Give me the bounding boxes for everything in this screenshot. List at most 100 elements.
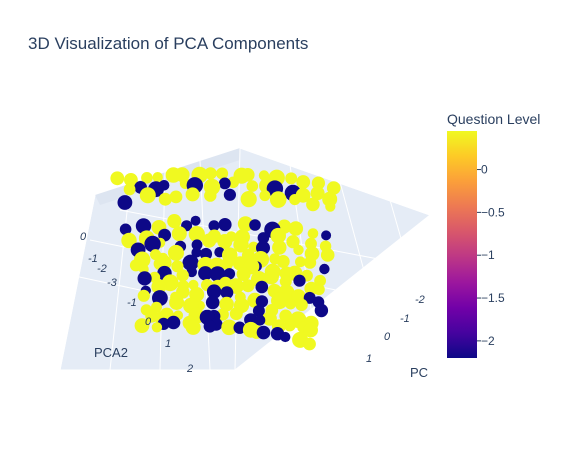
- scatter-point: [241, 279, 255, 293]
- scatter-point: [121, 232, 137, 249]
- scatter-point: [256, 325, 271, 340]
- scatter-point: [204, 189, 217, 202]
- scatter-point: [288, 221, 304, 236]
- scatter-point: [141, 172, 153, 184]
- scatter-point: [169, 190, 183, 204]
- scatter-point: [314, 303, 329, 318]
- scatter-point: [185, 319, 201, 335]
- scatter-point: [134, 318, 150, 333]
- scatter-point: [270, 227, 287, 244]
- y-tick-label: -1: [127, 297, 137, 309]
- scatter-point: [169, 295, 185, 310]
- scatter-point: [205, 295, 220, 310]
- scatter-point: [186, 266, 197, 278]
- scatter-point: [233, 321, 246, 334]
- scatter-point: [303, 322, 319, 338]
- colorbar-gradient: [447, 131, 477, 358]
- colorbar-tick-label: 0: [481, 163, 488, 177]
- scatter-point: [223, 268, 236, 280]
- colorbar: Question Level 0 −0.5 −1 −1.5 −2: [447, 111, 540, 358]
- scatter-point: [218, 177, 231, 190]
- scatter-point: [307, 228, 319, 239]
- y-tick-label: 0: [145, 316, 152, 328]
- scatter-point: [208, 220, 220, 232]
- chart-title: 3D Visualization of PCA Components: [28, 34, 309, 53]
- scatter-point: [236, 267, 251, 282]
- scatter-point: [190, 215, 201, 226]
- colorbar-tick-label: −0.5: [481, 205, 505, 219]
- scatter-point: [276, 255, 290, 268]
- scatter-point: [191, 247, 202, 258]
- scatter-point: [206, 284, 222, 299]
- scatter-point: [255, 295, 269, 308]
- scatter-point: [240, 191, 257, 208]
- scatter-point: [219, 296, 234, 312]
- scatter-point: [167, 214, 182, 229]
- scatter-point: [295, 298, 308, 312]
- scatter-point: [110, 171, 125, 186]
- scatter-point: [280, 331, 291, 343]
- scatter-point: [198, 266, 213, 281]
- scatter-point: [223, 188, 236, 201]
- scatter-point: [263, 269, 279, 285]
- scatter-point: [252, 304, 265, 317]
- scatter-point: [119, 223, 132, 236]
- scatter-point: [311, 176, 325, 190]
- scatter-point: [289, 194, 301, 206]
- scatter-point: [229, 307, 243, 321]
- scatter-point: [257, 232, 270, 244]
- scatter-point: [139, 187, 156, 204]
- scatter-point: [199, 247, 213, 261]
- scatter-point: [220, 286, 234, 299]
- scatter-point: [303, 291, 316, 304]
- grid-line: [59, 194, 96, 370]
- scatter-point: [218, 218, 232, 232]
- scatter-point: [321, 230, 332, 241]
- y-tick-label: 2: [186, 363, 193, 375]
- x-tick-label: -1: [400, 313, 410, 325]
- scatter-point: [117, 195, 133, 210]
- scatter-point: [237, 216, 254, 232]
- scatter-point: [135, 218, 152, 234]
- scatter-point: [293, 244, 304, 256]
- scatter-point: [182, 254, 199, 271]
- x-tick-label: 0: [384, 331, 391, 343]
- grid-line: [339, 181, 381, 331]
- z-tick-label: -3: [107, 277, 118, 289]
- scatter-point: [158, 192, 172, 206]
- scatter-point: [296, 175, 311, 189]
- scatter-point: [293, 274, 306, 287]
- grid-line: [389, 199, 411, 271]
- scatter-point: [310, 186, 325, 201]
- colorbar-tick-label: −2: [481, 334, 495, 348]
- scatter-point: [303, 337, 316, 351]
- x-tick-label: -2: [415, 294, 425, 306]
- scatter-point: [171, 260, 184, 273]
- scatter-point: [151, 279, 167, 295]
- scatter-point: [166, 315, 181, 330]
- 3d-scene[interactable]: [59, 147, 432, 370]
- scatter-point: [165, 167, 182, 183]
- scatter-point: [279, 275, 292, 288]
- scatter-point: [285, 172, 298, 185]
- scatter-point: [255, 280, 269, 294]
- scatter-point: [283, 319, 296, 332]
- scatter-point: [269, 191, 287, 208]
- scatter-point: [246, 180, 259, 192]
- scatter-point: [254, 314, 266, 326]
- scatter-point: [279, 309, 293, 323]
- x-axis-label: PC: [410, 365, 428, 380]
- scatter-point: [320, 248, 335, 262]
- scatter-point: [249, 219, 261, 231]
- z-tick-label: -2: [97, 263, 107, 275]
- z-tick-label: -1: [88, 253, 98, 265]
- colorbar-tick-label: −1: [481, 248, 495, 262]
- scatter-point: [295, 256, 306, 268]
- scatter-point: [137, 271, 152, 286]
- scatter-point: [185, 187, 200, 202]
- scatter-point: [259, 190, 271, 202]
- scatter-point: [286, 235, 300, 249]
- scatter-point: [303, 256, 317, 269]
- x-tick-label: 1: [366, 353, 372, 365]
